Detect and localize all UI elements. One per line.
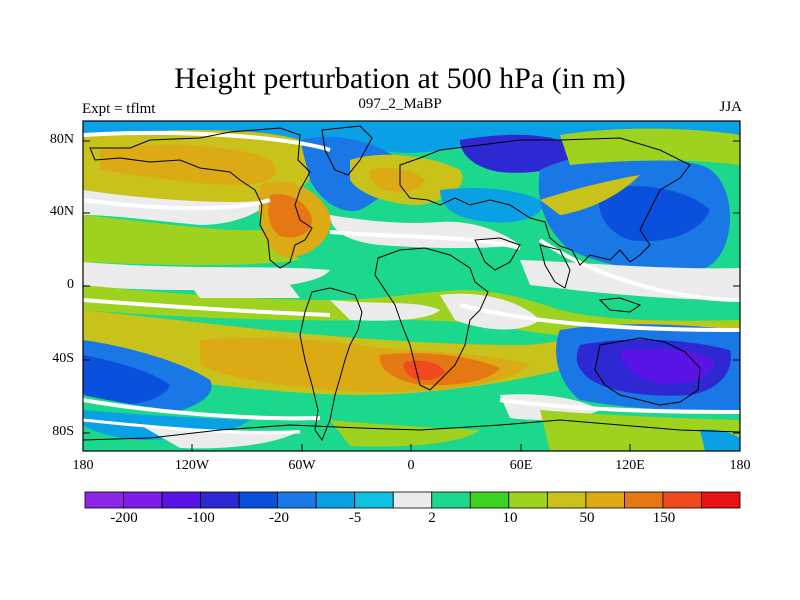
- colorbar-swatch: [200, 491, 240, 509]
- contour-field: [83, 121, 740, 451]
- plot-title: Height perturbation at 500 hPa (in m): [174, 62, 626, 95]
- colorbar-label: -200: [110, 510, 138, 526]
- colorbar: [84, 491, 741, 509]
- lon-label-120w: 120W: [174, 458, 210, 473]
- colorbar-swatch: [624, 491, 664, 509]
- experiment-label: Expt = tflmt: [82, 101, 156, 117]
- colorbar-label: 50: [579, 510, 595, 526]
- colorbar-swatch: [392, 491, 433, 509]
- lon-label-180-left: 180: [72, 458, 94, 473]
- colorbar-swatch: [469, 491, 510, 509]
- colorbar-swatch: [354, 491, 394, 509]
- colorbar-swatch: [238, 491, 279, 509]
- colorbar-swatch: [431, 491, 471, 509]
- lat-label-0: 0: [67, 277, 74, 292]
- colorbar-label: -100: [187, 510, 215, 526]
- colorbar-label: 2: [428, 510, 436, 526]
- axis-ticks: [82, 140, 741, 451]
- colorbar-swatch: [315, 491, 356, 509]
- colorbar-label: -5: [348, 510, 362, 526]
- colorbar-label: 10: [502, 510, 518, 526]
- colorbar-label: 150: [652, 510, 676, 526]
- colorbar-swatch: [546, 491, 587, 509]
- colorbar-swatch: [277, 491, 317, 509]
- lon-label-60e: 60E: [509, 458, 533, 473]
- colorbar-swatch: [508, 491, 548, 509]
- colorbar-label: -20: [269, 510, 289, 526]
- colorbar-swatch: [84, 491, 124, 509]
- lon-label-0: 0: [407, 458, 415, 473]
- season-label: JJA: [719, 99, 742, 115]
- colorbar-swatch: [701, 491, 741, 509]
- lat-label-80n: 80N: [49, 132, 74, 147]
- lon-label-180-right: 180: [729, 458, 751, 473]
- colorbar-swatch: [123, 491, 163, 509]
- colorbar-swatch: [161, 491, 201, 509]
- lat-label-40s: 40S: [52, 351, 74, 366]
- lat-label-40n: 40N: [49, 204, 74, 219]
- lat-label-80s: 80S: [52, 424, 74, 439]
- colorbar-swatch: [662, 491, 702, 509]
- coastlines: [83, 125, 740, 442]
- lon-label-120e: 120E: [615, 458, 645, 473]
- colorbar-swatch: [585, 491, 625, 509]
- lon-label-60w: 60W: [288, 458, 316, 473]
- run-label: 097_2_MaBP: [358, 96, 442, 112]
